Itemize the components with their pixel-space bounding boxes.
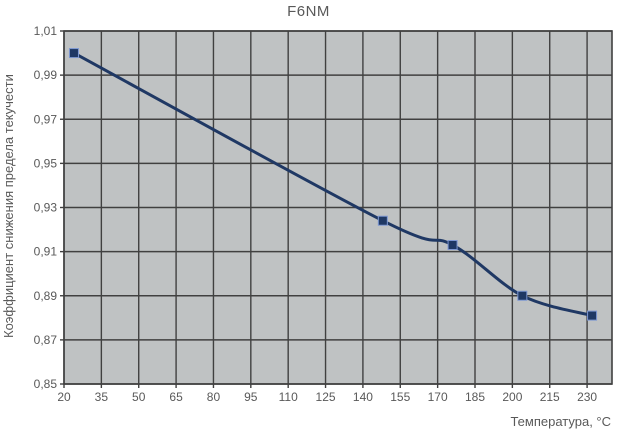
data-point-marker (517, 290, 528, 301)
y-tick-label: 0,95 (34, 156, 58, 170)
x-tick-label: 170 (428, 390, 448, 404)
y-tick-label: 0,87 (34, 333, 58, 347)
y-tick-label: 0,91 (34, 245, 58, 259)
chart-title: F6NM (287, 3, 330, 20)
y-tick-label: 0,93 (34, 201, 58, 215)
x-tick-label: 50 (132, 390, 146, 404)
x-tick-label: 155 (390, 390, 410, 404)
y-tick-label: 0,89 (34, 289, 58, 303)
data-point-marker (68, 48, 79, 59)
x-tick-label: 65 (169, 390, 183, 404)
x-tick-label: 200 (502, 390, 522, 404)
y-tick-label: 0,99 (34, 68, 58, 82)
data-point-marker (447, 240, 458, 251)
x-tick-label: 140 (353, 390, 373, 404)
x-axis-title: Температура, °С (510, 414, 611, 429)
x-tick-label: 35 (95, 390, 109, 404)
x-tick-label: 20 (57, 390, 71, 404)
y-tick-label: 0,85 (34, 377, 58, 391)
y-tick-label: 1,01 (34, 24, 58, 38)
x-tick-label: 215 (540, 390, 560, 404)
plot-border (63, 30, 613, 385)
x-tick-label: 95 (244, 390, 258, 404)
x-tick-label: 110 (279, 390, 298, 404)
x-tick-label: 230 (577, 390, 597, 404)
x-tick-label: 125 (316, 390, 336, 404)
y-tick-label: 0,97 (34, 112, 58, 126)
x-tick-label: 80 (207, 390, 221, 404)
y-axis-title: Коэффициент снижения предела текучести (1, 74, 16, 338)
x-tick-label: 185 (465, 390, 485, 404)
data-point-marker (587, 310, 598, 321)
data-point-marker (377, 215, 388, 226)
